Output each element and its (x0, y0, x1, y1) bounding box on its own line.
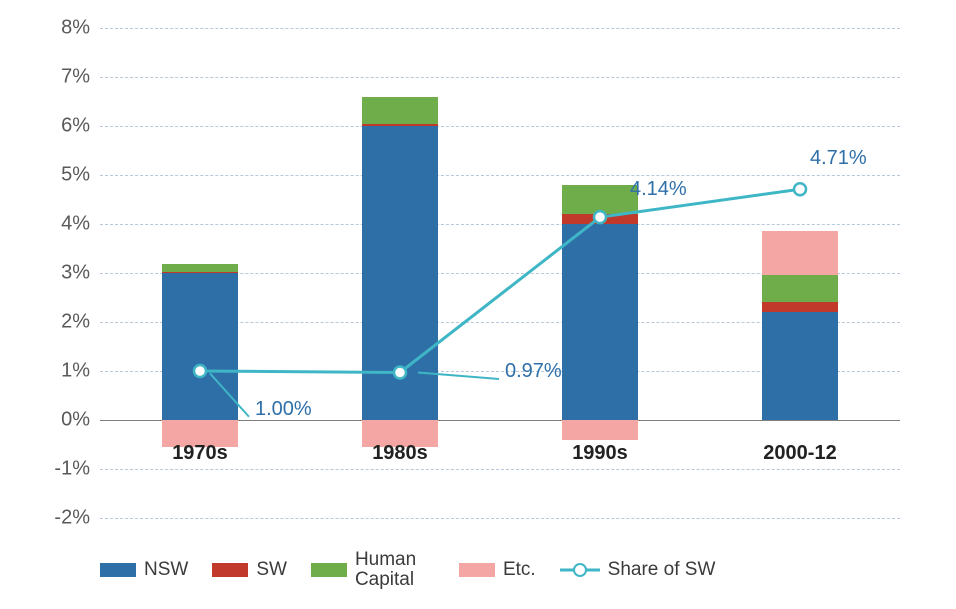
line-data-label: 0.97% (505, 360, 562, 383)
legend-label: Share of SW (608, 559, 716, 581)
leader-line (210, 373, 249, 416)
legend-item: NSW (100, 559, 188, 581)
legend-line-swatch (560, 563, 600, 577)
legend-label: NSW (144, 559, 188, 581)
y-tick-label: 8% (61, 17, 100, 40)
legend-label: Human Capital (355, 550, 435, 590)
y-tick-label: 1% (61, 360, 100, 383)
legend-swatch (311, 563, 347, 577)
y-tick-label: 6% (61, 115, 100, 138)
chart-container: { "chart": { "type": "stacked-bar-with-l… (0, 0, 956, 609)
line-data-label: 4.71% (810, 147, 867, 170)
line-data-label: 4.14% (630, 178, 687, 201)
y-tick-label: 2% (61, 311, 100, 334)
legend-label: Etc. (503, 559, 536, 581)
plot-area: -2%-1%0%1%2%3%4%5%6%7%8%1970s1980s1990s2… (100, 28, 900, 518)
y-tick-label: -1% (54, 458, 100, 481)
legend-swatch (459, 563, 495, 577)
legend-swatch (100, 563, 136, 577)
y-tick-label: 3% (61, 262, 100, 285)
line-marker (194, 365, 206, 377)
line-overlay (100, 28, 900, 518)
legend-item: Human Capital (311, 550, 435, 590)
legend-label: SW (256, 559, 287, 581)
legend-item: Share of SW (560, 559, 716, 581)
legend-item: Etc. (459, 559, 536, 581)
leader-line (418, 372, 499, 379)
line-data-label: 1.00% (255, 398, 312, 421)
y-tick-label: 5% (61, 164, 100, 187)
share-of-sw-line (200, 189, 800, 372)
y-tick-label: -2% (54, 507, 100, 530)
y-tick-label: 0% (61, 409, 100, 432)
legend-swatch (212, 563, 248, 577)
line-marker (394, 366, 406, 378)
legend-item: SW (212, 559, 287, 581)
gridline (100, 518, 900, 519)
line-marker (794, 183, 806, 195)
y-tick-label: 4% (61, 213, 100, 236)
legend: NSW SW Human Capital Etc. Share of SW (100, 550, 739, 590)
line-marker (594, 211, 606, 223)
y-tick-label: 7% (61, 66, 100, 89)
